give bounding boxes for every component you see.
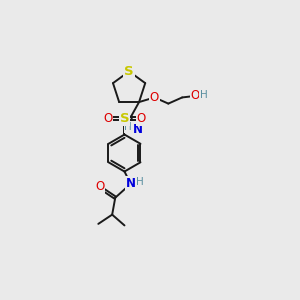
Text: H: H xyxy=(136,176,144,187)
Text: O: O xyxy=(137,112,146,125)
Text: S: S xyxy=(120,112,129,125)
Text: O: O xyxy=(103,112,112,125)
Text: O: O xyxy=(191,89,200,102)
Text: H: H xyxy=(124,122,132,132)
Text: S: S xyxy=(124,65,134,78)
Text: O: O xyxy=(150,91,159,104)
Text: H: H xyxy=(200,90,208,100)
Text: O: O xyxy=(95,180,104,194)
Text: N: N xyxy=(133,123,143,136)
Text: N: N xyxy=(126,177,136,190)
